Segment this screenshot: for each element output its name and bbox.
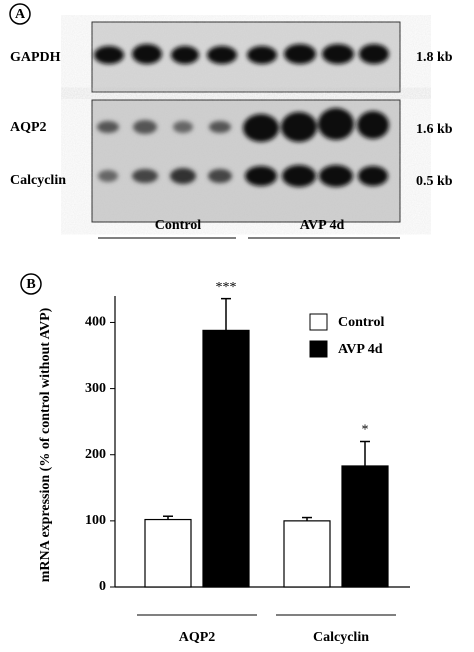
bar xyxy=(202,329,250,588)
y-tick-label: 300 xyxy=(85,381,106,396)
panel-badge xyxy=(20,273,42,295)
panel-label: B xyxy=(26,277,35,292)
row-label: AQP2 xyxy=(10,120,47,135)
significance: *** xyxy=(216,280,237,295)
plot: 0 100 200 300 400 *** AQP2 * Calcyclin Control AVP… xyxy=(85,280,410,645)
x-tick-label: AQP2 xyxy=(179,630,216,645)
legend-label: AVP 4d xyxy=(338,342,383,357)
y-tick-label: 200 xyxy=(85,447,106,462)
panel-badge xyxy=(9,3,31,25)
bar xyxy=(341,465,389,588)
size-label: 1.6 kb xyxy=(416,122,453,137)
blot xyxy=(91,21,401,223)
y-tick-label: 400 xyxy=(85,315,106,330)
legend-swatch xyxy=(309,313,328,331)
y-tick-label: 0 xyxy=(99,579,106,594)
legend-swatch xyxy=(309,340,328,358)
row-label: GAPDH xyxy=(10,50,61,65)
size-label: 0.5 kb xyxy=(416,174,453,189)
bar xyxy=(144,518,192,588)
panel-label: A xyxy=(15,7,26,22)
row-label: Calcyclin xyxy=(10,173,66,188)
significance: * xyxy=(362,423,369,438)
group-label: AVP 4d xyxy=(300,218,345,233)
y-axis-label: mRNA expression (% of control without AV… xyxy=(38,307,53,582)
x-tick-label: Calcyclin xyxy=(313,630,369,645)
group-label: Control xyxy=(155,218,202,233)
size-label: 1.8 kb xyxy=(416,50,453,65)
legend-label: Control xyxy=(338,315,385,330)
bar xyxy=(283,520,331,588)
y-tick-label: 100 xyxy=(85,513,106,528)
